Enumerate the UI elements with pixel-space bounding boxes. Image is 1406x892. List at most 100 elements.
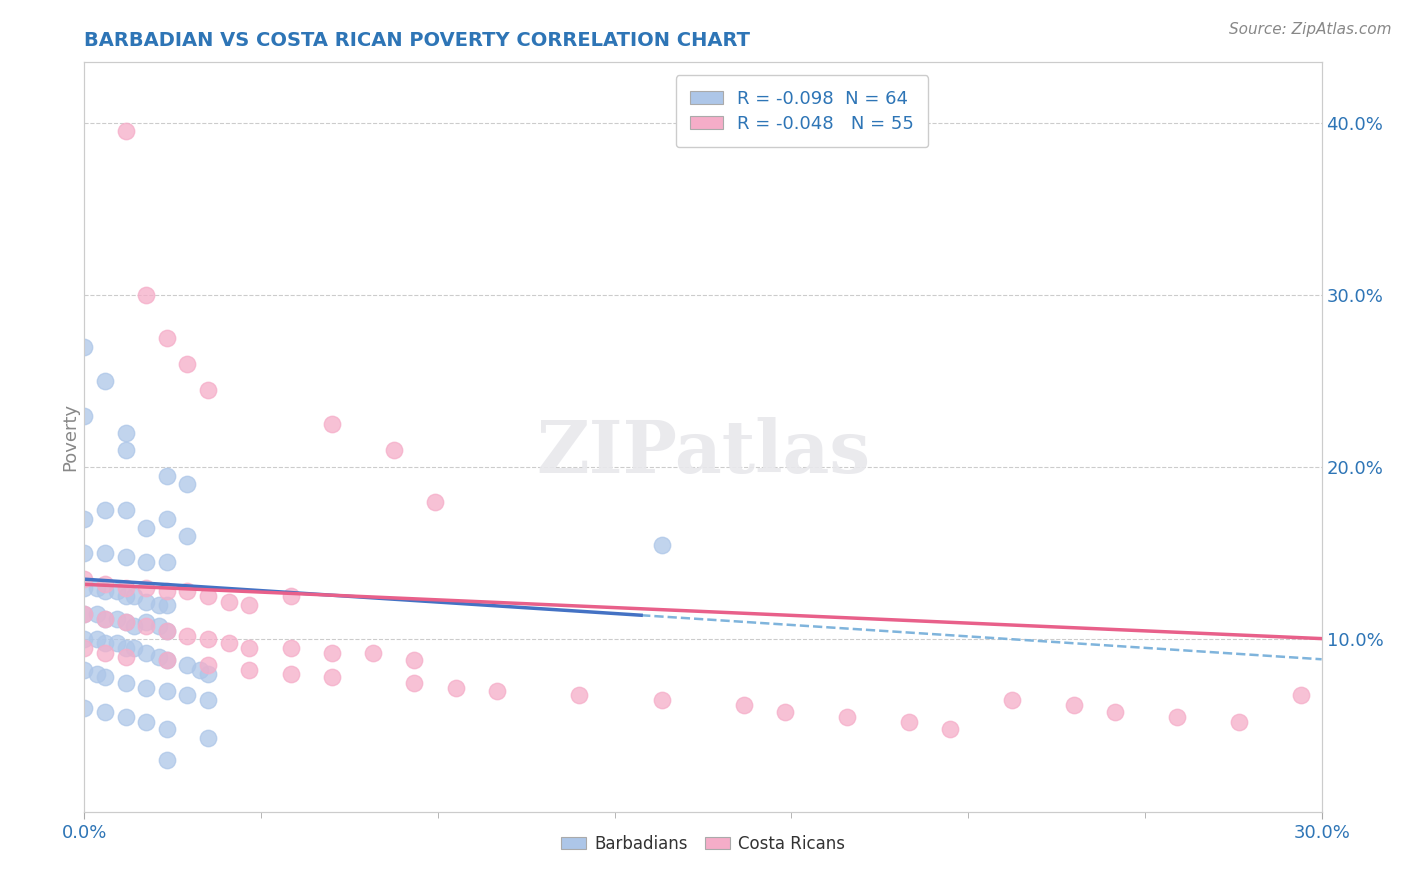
Legend: Barbadians, Costa Ricans: Barbadians, Costa Ricans (554, 829, 852, 860)
Point (156, 598, 179, 612)
Point (156, 331, 179, 345)
Point (114, 649, 136, 664)
Point (733, 698, 755, 712)
Point (444, 681, 467, 695)
Point (156, 468, 179, 483)
Point (156, 584, 179, 599)
Point (176, 529, 198, 543)
Point (280, 590, 302, 604)
Point (176, 357, 198, 371)
Point (94, 546, 117, 560)
Point (176, 477, 198, 491)
Point (73, 572, 96, 586)
Point (73, 607, 96, 621)
Point (321, 670, 343, 684)
Point (156, 512, 179, 526)
Point (114, 590, 136, 604)
Point (86, 667, 108, 681)
Point (94, 670, 117, 684)
Point (651, 538, 673, 552)
Point (135, 555, 157, 569)
Point (94, 705, 117, 719)
Point (404, 675, 426, 690)
Point (280, 667, 302, 681)
Point (568, 688, 591, 702)
Text: BARBADIAN VS COSTA RICAN POVERTY CORRELATION CHART: BARBADIAN VS COSTA RICAN POVERTY CORRELA… (84, 30, 751, 50)
Point (197, 383, 219, 397)
Point (156, 753, 179, 767)
Point (176, 629, 198, 643)
Point (122, 618, 145, 632)
Point (156, 722, 179, 736)
Point (1227, 715, 1250, 730)
Point (135, 646, 157, 660)
Point (1289, 688, 1312, 702)
Point (86, 581, 108, 595)
Point (135, 681, 157, 695)
Point (135, 615, 157, 630)
Point (423, 494, 446, 508)
Point (114, 442, 136, 457)
Point (114, 581, 136, 595)
Point (485, 684, 508, 698)
Point (238, 598, 260, 612)
Point (122, 641, 145, 656)
Point (197, 667, 219, 681)
Point (114, 615, 136, 630)
Point (197, 658, 219, 673)
Point (114, 124, 136, 138)
Point (73, 581, 96, 595)
Point (176, 688, 198, 702)
Point (1063, 698, 1085, 712)
Point (73, 701, 96, 715)
Point (94, 503, 117, 517)
Point (94, 612, 117, 626)
Point (898, 715, 921, 730)
Text: Source: ZipAtlas.com: Source: ZipAtlas.com (1229, 22, 1392, 37)
Point (114, 615, 136, 630)
Point (197, 632, 219, 647)
Point (105, 584, 128, 599)
Point (148, 598, 170, 612)
Point (156, 555, 179, 569)
Point (105, 612, 128, 626)
Point (321, 417, 343, 432)
Point (837, 710, 859, 724)
Point (651, 692, 673, 706)
Point (94, 584, 117, 599)
Point (218, 636, 240, 650)
Point (73, 607, 96, 621)
Point (114, 425, 136, 440)
Point (73, 512, 96, 526)
Point (1104, 705, 1126, 719)
Point (156, 653, 179, 667)
Point (135, 618, 157, 632)
Point (218, 594, 240, 608)
Y-axis label: Poverty: Poverty (60, 403, 79, 471)
Point (156, 653, 179, 667)
Point (135, 520, 157, 534)
Point (94, 612, 117, 626)
Point (73, 546, 96, 560)
Point (197, 692, 219, 706)
Point (176, 584, 198, 599)
Point (156, 684, 179, 698)
Point (135, 594, 157, 608)
Point (73, 641, 96, 656)
Point (1001, 692, 1024, 706)
Point (73, 340, 96, 354)
Point (94, 646, 117, 660)
Point (86, 632, 108, 647)
Point (114, 675, 136, 690)
Point (122, 590, 145, 604)
Point (1166, 710, 1188, 724)
Point (361, 646, 384, 660)
Point (73, 664, 96, 678)
Point (176, 658, 198, 673)
Point (197, 731, 219, 745)
Point (382, 442, 405, 457)
Point (105, 636, 128, 650)
Point (939, 722, 962, 736)
Point (280, 641, 302, 656)
Point (148, 618, 170, 632)
